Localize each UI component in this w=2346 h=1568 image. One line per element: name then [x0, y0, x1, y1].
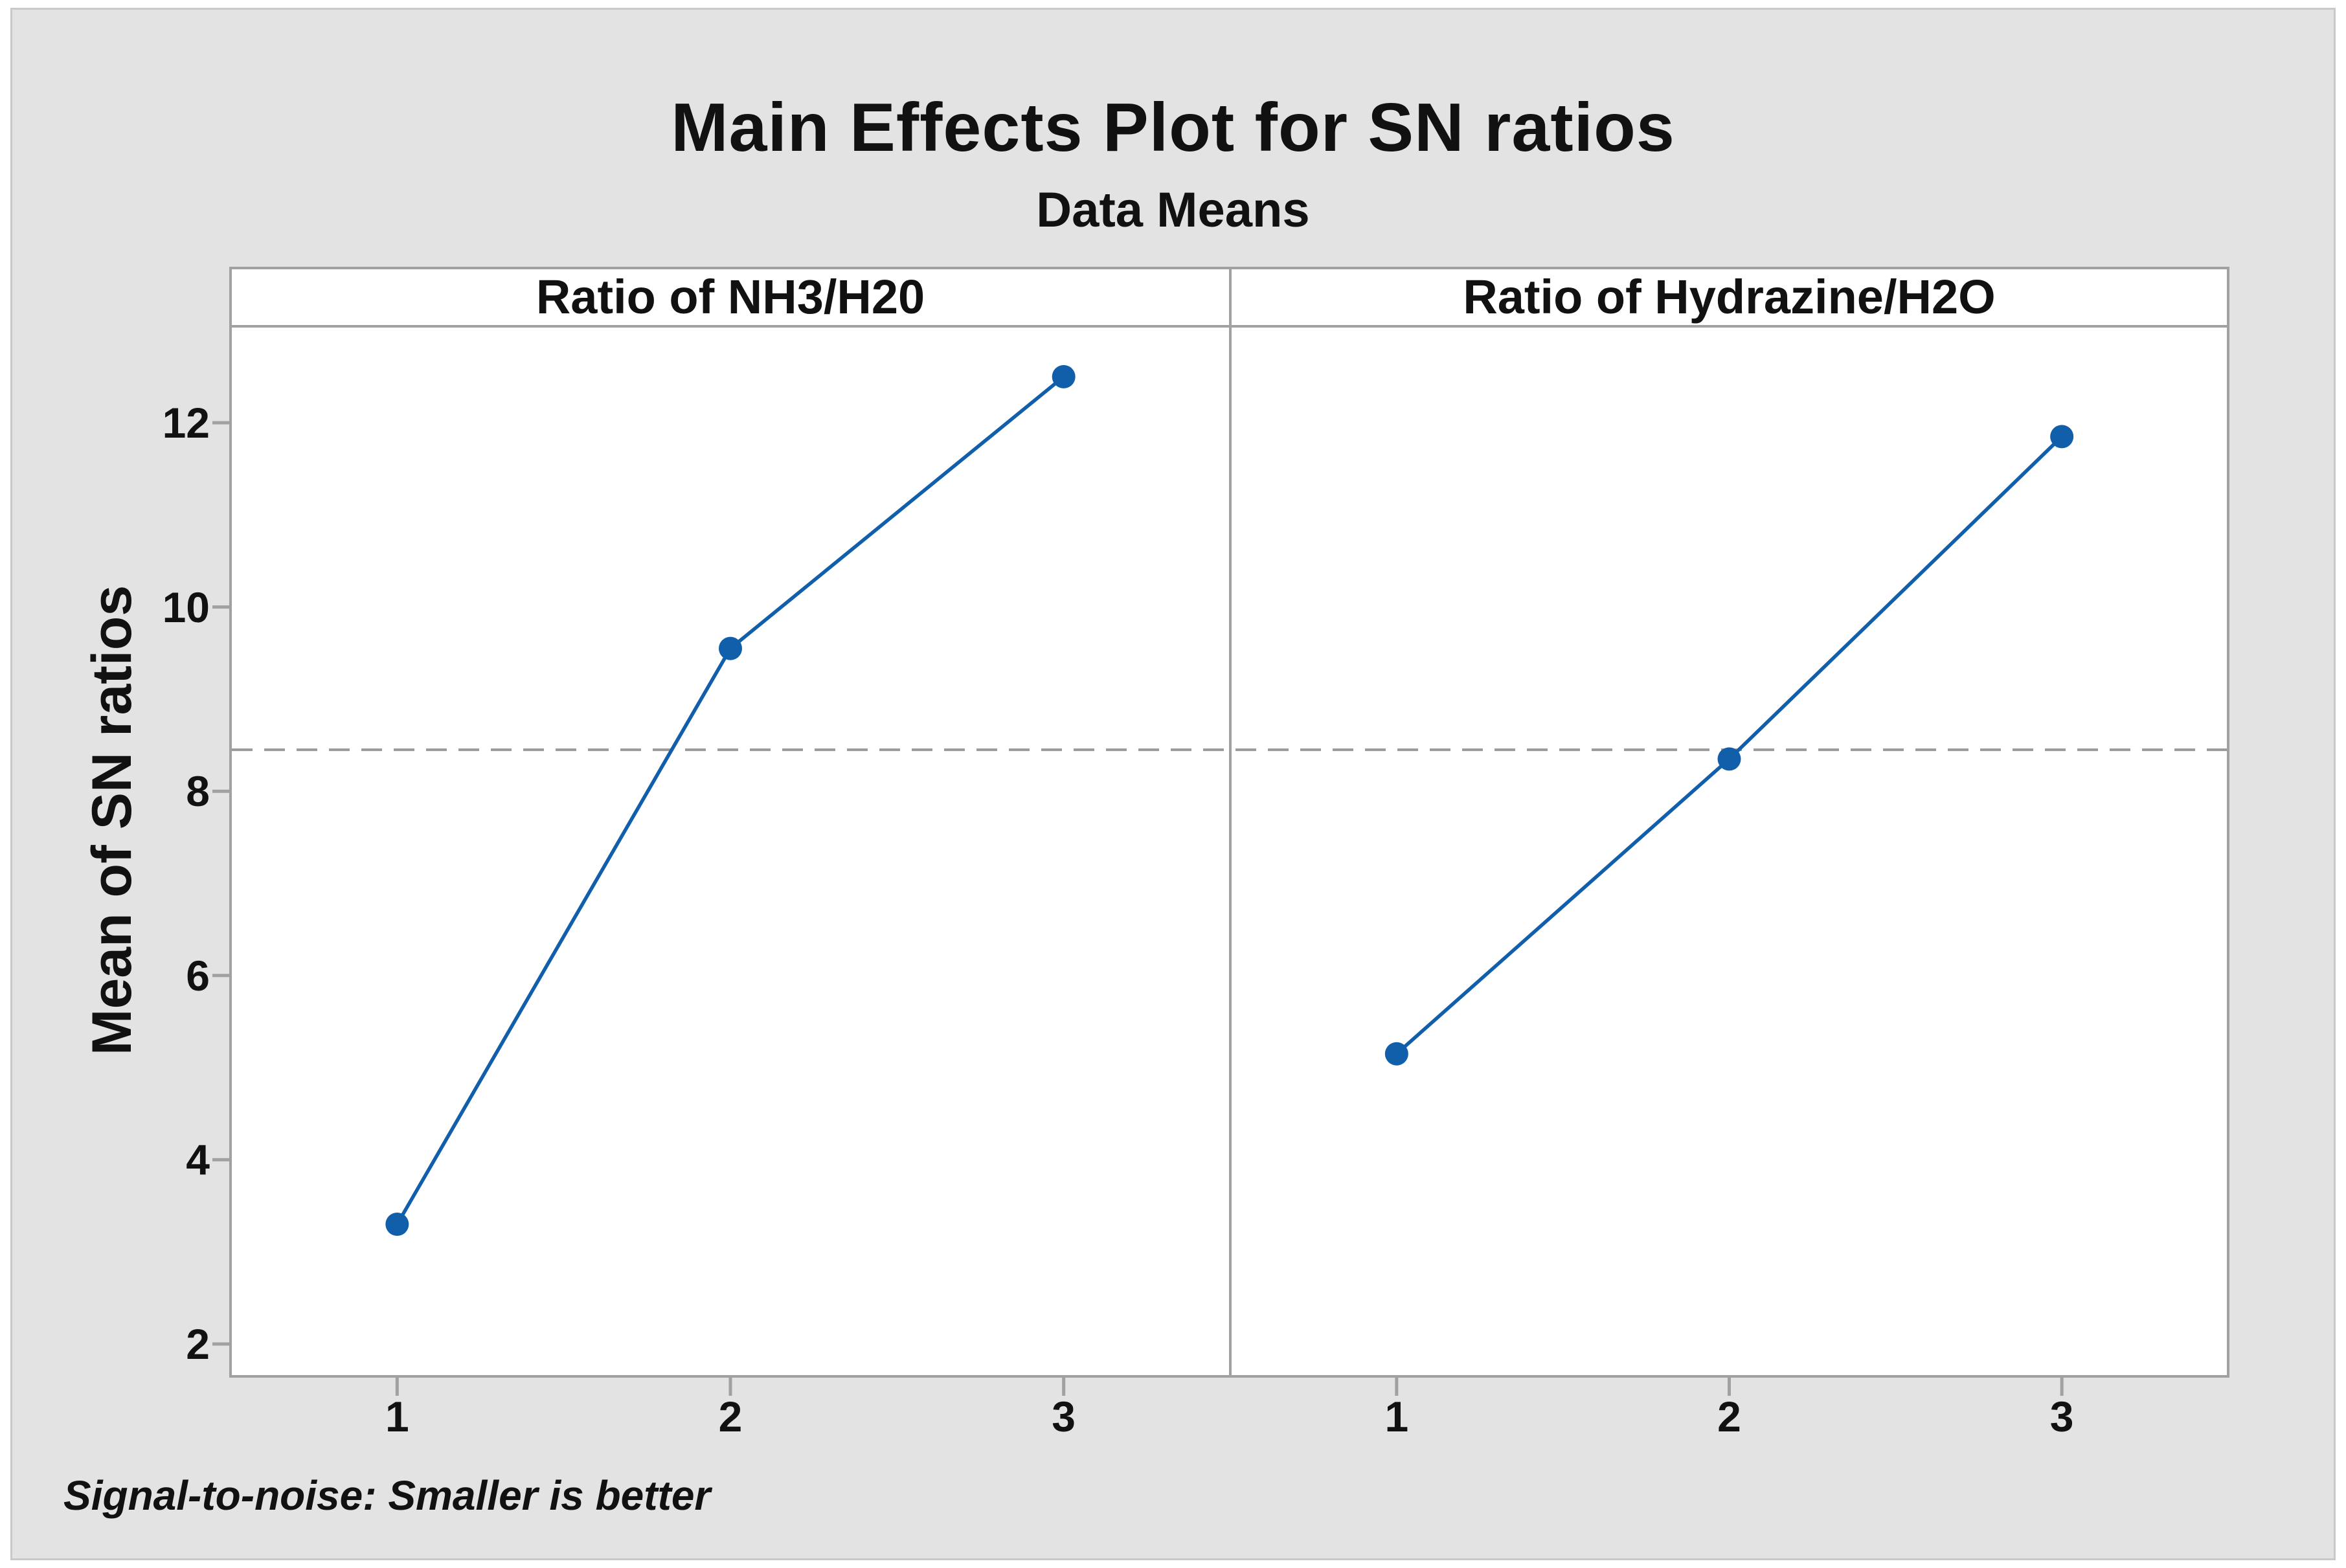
chart-canvas — [212, 267, 2229, 1396]
y-tick-label: 6 — [186, 951, 210, 1000]
y-tick-label: 2 — [186, 1320, 210, 1368]
panel-header-hydrazine-h2o: Ratio of Hydrazine/H2O — [1463, 270, 1996, 324]
x-tick-label: 2 — [1717, 1393, 1741, 1440]
chart-area — [12, 10, 2338, 1562]
chart-subtitle: Data Means — [1036, 183, 1310, 238]
y-tick-label: 10 — [162, 583, 210, 631]
data-point — [1384, 1042, 1408, 1066]
y-tick-label: 4 — [186, 1136, 210, 1184]
panel-header-nh3-h20: Ratio of NH3/H20 — [536, 270, 925, 324]
x-tick-label: 3 — [2049, 1393, 2074, 1440]
x-tick-label: 2 — [718, 1393, 743, 1440]
x-tick-label: 1 — [385, 1393, 409, 1440]
footnote-signal-to-noise: Signal-to-noise: Smaller is better — [63, 1472, 711, 1519]
graph-figure: Main Effects Plot for SN ratios Data Mea… — [10, 8, 2336, 1560]
x-tick-label: 3 — [1052, 1393, 1076, 1440]
x-tick-label: 1 — [1384, 1393, 1409, 1440]
y-tick-label: 8 — [186, 767, 210, 816]
chart-title: Main Effects Plot for SN ratios — [671, 89, 1675, 166]
data-point — [2050, 425, 2074, 449]
data-point — [1717, 747, 1741, 771]
data-point — [385, 1213, 409, 1237]
y-tick-label: 12 — [162, 399, 210, 447]
data-point — [719, 636, 742, 660]
data-point — [1052, 364, 1076, 388]
